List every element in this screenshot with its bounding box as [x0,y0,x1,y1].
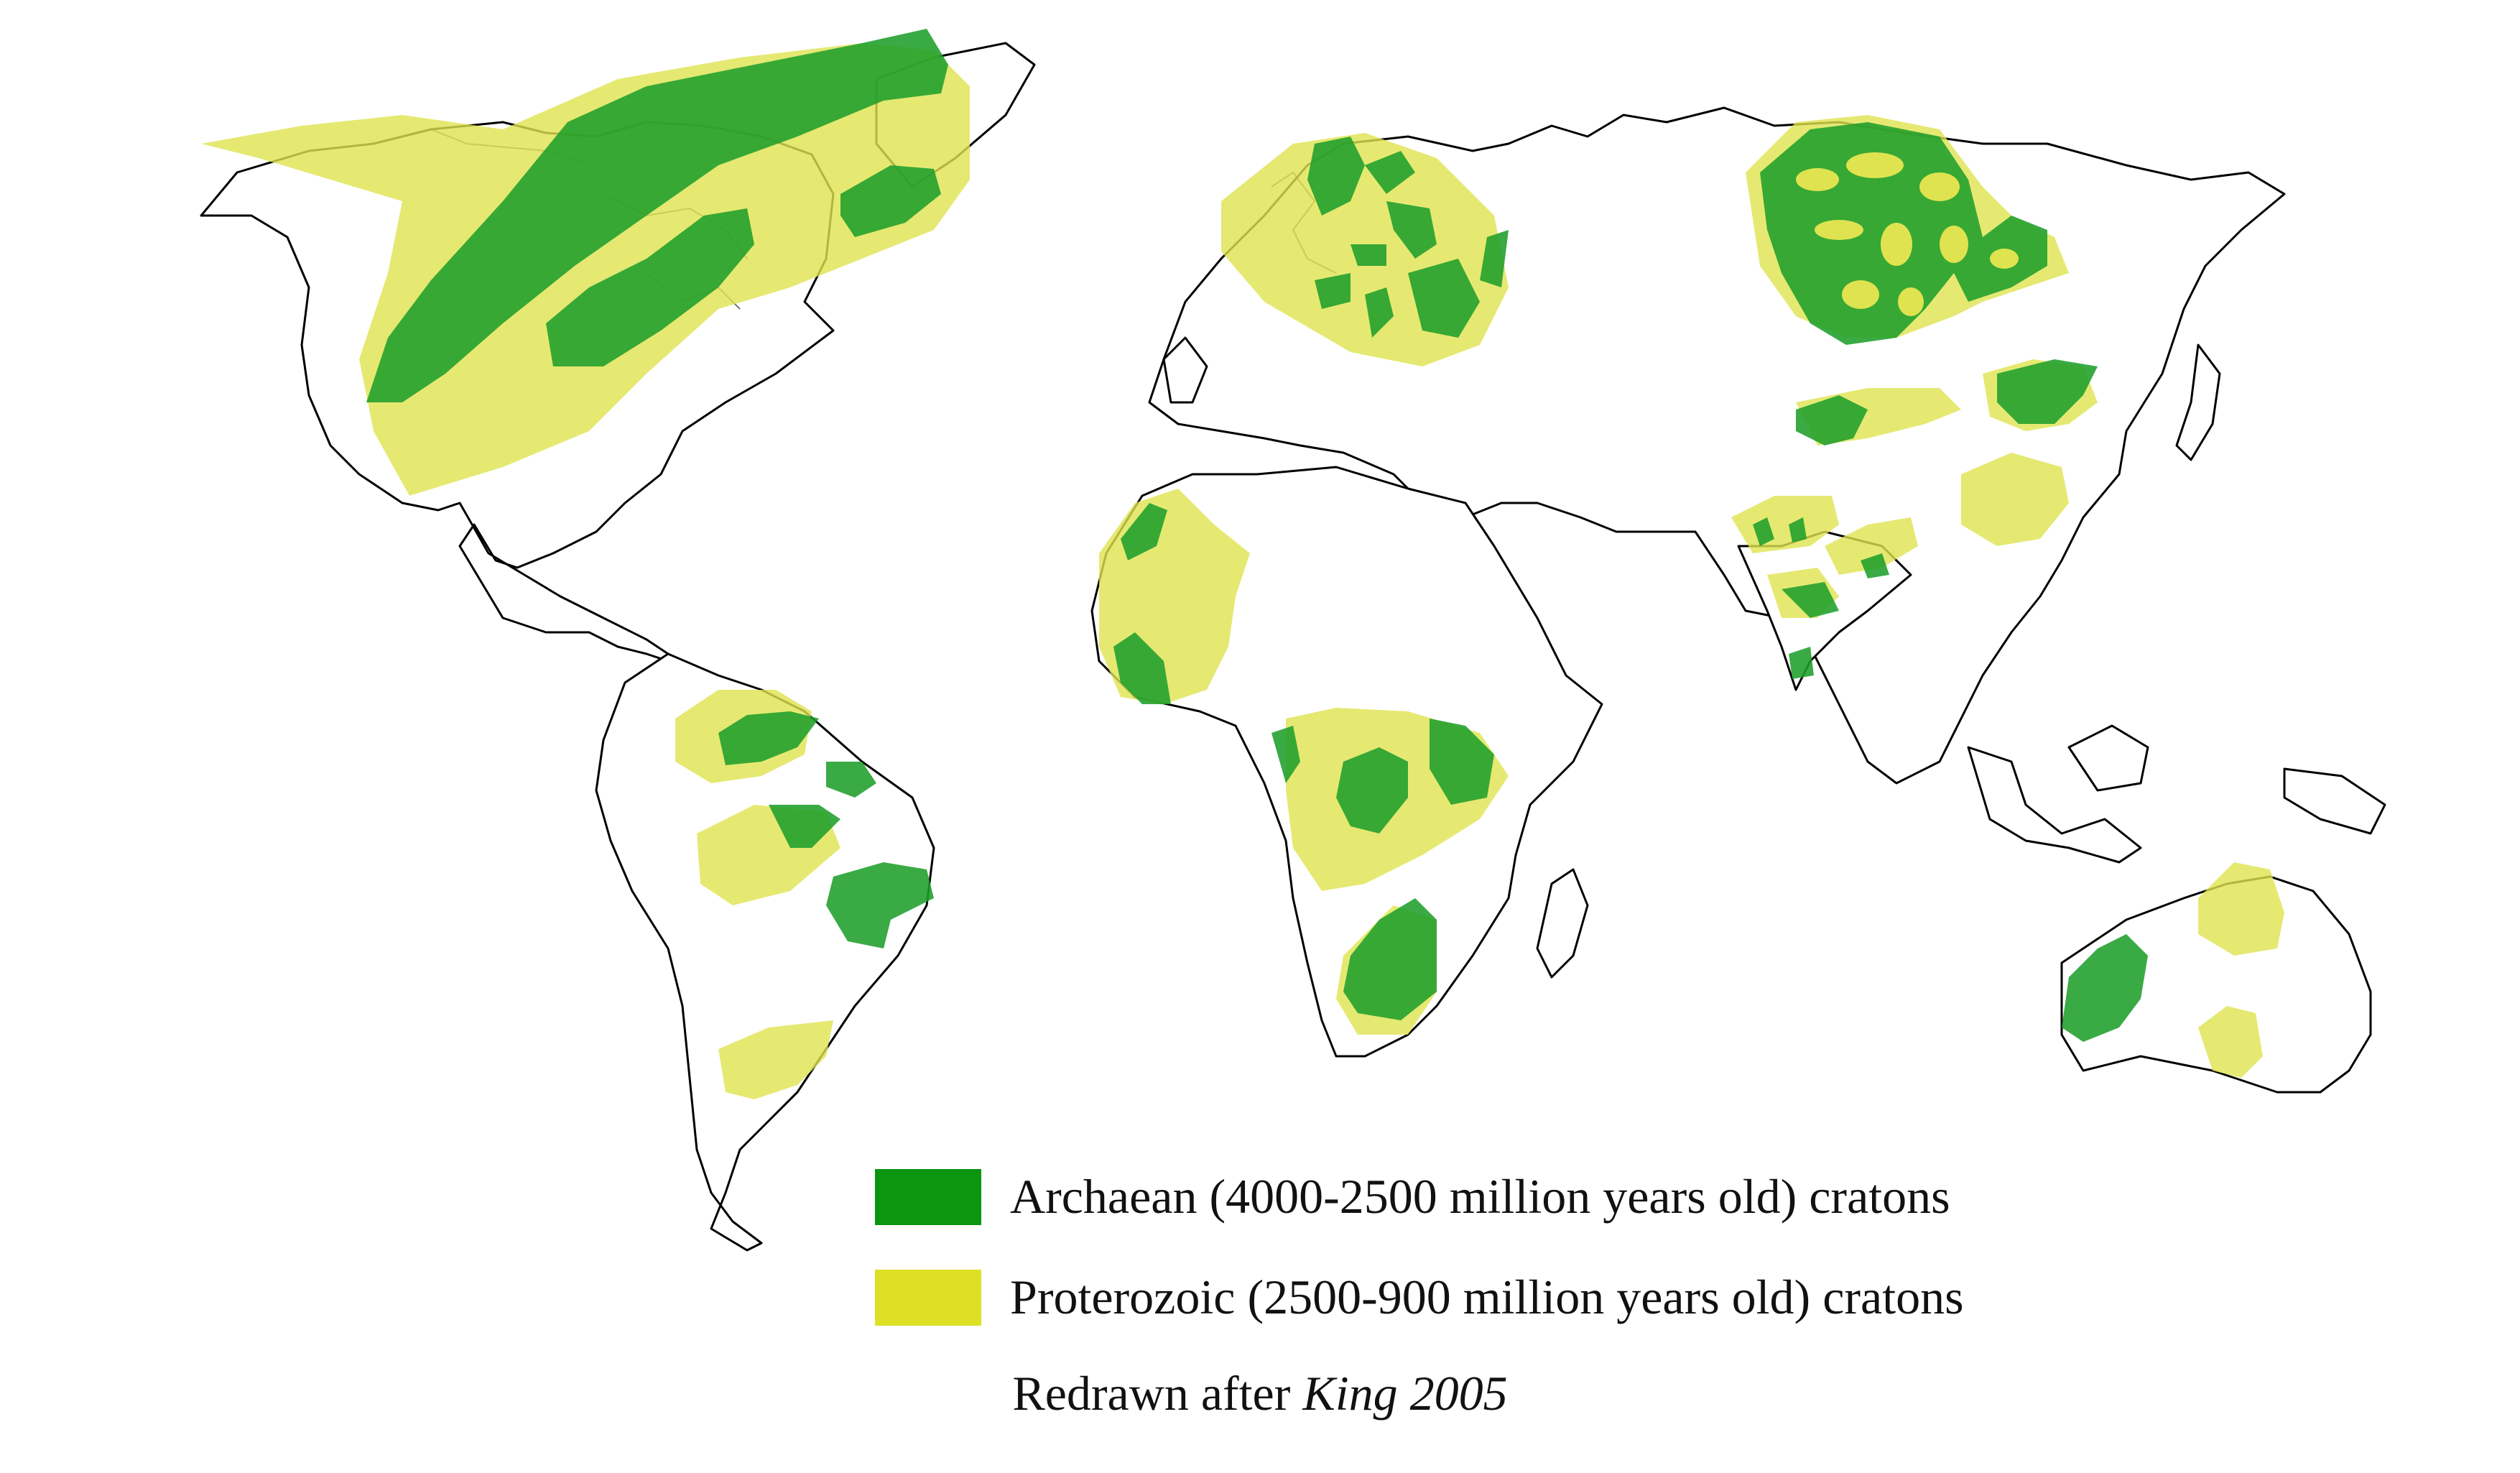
craton-scandinavia-archaean-3 [1386,201,1437,259]
craton-central-africa-archaean-1 [1336,747,1408,834]
siberia-craton-gaps [1796,152,2019,316]
craton-north-america-archaean-band [366,29,948,402]
uk-coast [1162,336,1208,404]
craton-india-archaean-3 [1782,582,1839,618]
craton-rio-de-la-plata-proterozoic [718,1020,833,1099]
craton-north-china-archaean [1997,359,2098,424]
craton-kaapvaal-archaean [1343,898,1437,1020]
craton-scandinavia-archaean-5 [1315,273,1351,309]
legend-proterozoic: Proterozoic (2500-900 million years old)… [875,1269,1964,1326]
craton-amazonia-archaean-east [826,762,876,798]
craton-scandinavia-archaean-2 [1365,151,1415,194]
craton-central-asia-archaean [1796,395,1868,445]
south-america-coast [595,652,935,1252]
craton-north-america-archaean-east [840,165,941,237]
source-credit: Redrawn after King 2005 [0,1365,2520,1422]
southeast-asia-coast [1967,746,2142,864]
craton-scandinavia-archaean-7 [1351,244,1386,266]
craton-guiana-archaean [718,711,819,765]
craton-india-archaean-1 [1753,517,1774,546]
craton-india-east-proterozoic [1825,517,1918,575]
craton-amazonia-archaean-central [769,805,840,848]
legend-proterozoic-label: Proterozoic (2500-900 million years old)… [1010,1270,1964,1324]
source-credit-reference: King 2005 [1302,1366,1508,1421]
craton-scandinavia-archaean-8 [1480,230,1509,287]
craton-central-africa-archaean-2 [1430,719,1494,805]
new-guinea-coast [2283,767,2386,835]
source-credit-prefix: Redrawn after [1012,1366,1303,1421]
legend-archaean-label: Archaean (4000-2500 million years old) c… [1010,1169,1950,1224]
craton-india-archaean-4 [1789,647,1814,679]
legend-archaean: Archaean (4000-2500 million years old) c… [875,1168,1950,1225]
borneo-coast [2067,724,2149,792]
craton-scandinavia-archaean-6 [1365,287,1394,338]
craton-west-africa-archaean-2 [1113,632,1171,704]
craton-yilgarn-archaean [2062,934,2148,1042]
craton-australia-south-proterozoic [2198,1006,2263,1078]
craton-north-america-archaean-inner [546,208,754,366]
craton-australia-north-proterozoic [2198,862,2284,956]
craton-west-africa-archaean-1 [1121,503,1167,560]
archaean-cratons [366,29,2148,1042]
craton-india-archaean-2 [1789,517,1807,542]
craton-india-archaean-5 [1861,553,1889,578]
japan-coast [2175,343,2221,461]
craton-south-china-proterozoic [1961,453,2069,546]
craton-central-africa-archaean-west [1271,726,1300,783]
madagascar-coast [1536,868,1589,979]
craton-sao-francisco-archaean [826,862,934,948]
craton-scandinavia-archaean-4 [1408,259,1480,338]
craton-scandinavia-archaean-1 [1307,137,1365,216]
legend-proterozoic-swatch [875,1269,981,1326]
legend-archaean-swatch [875,1168,981,1225]
